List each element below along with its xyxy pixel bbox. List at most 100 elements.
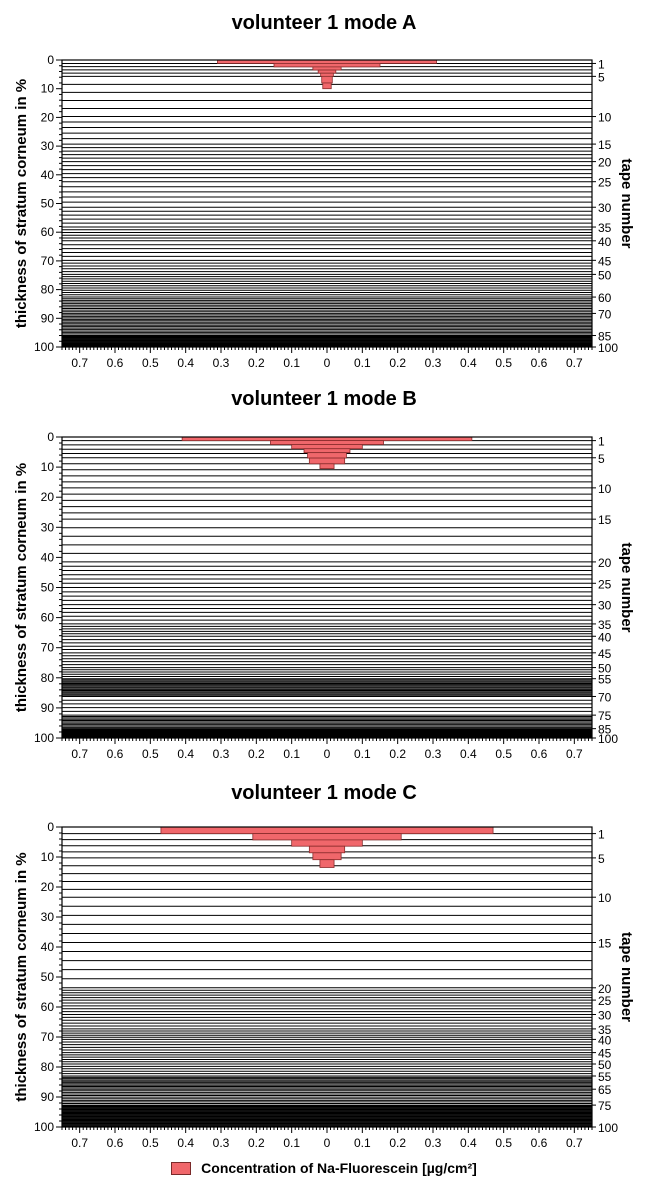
x-tick-label: 0.3 <box>425 747 442 761</box>
legend-swatch <box>171 1161 192 1175</box>
y-tick-label: 0 <box>47 53 54 67</box>
y-tick-label: 10 <box>41 460 55 474</box>
y-tick-label: 0 <box>47 430 54 444</box>
tape-tick-label: 75 <box>598 1099 612 1113</box>
tape-tick-label: 50 <box>598 662 612 676</box>
y-tick-label: 20 <box>41 490 55 504</box>
y-tick-label: 100 <box>34 731 54 745</box>
x-tick-label: 0.1 <box>354 356 371 370</box>
chart-b: 0102030405060708090100151015202530354045… <box>13 430 635 761</box>
tape-tick-label: 45 <box>598 254 612 268</box>
y-axis-label: thickness of stratum corneum in % <box>13 463 30 712</box>
x-tick-label: 0 <box>324 747 331 761</box>
y-tick-label: 0 <box>47 820 54 834</box>
tape-tick-label: 45 <box>598 647 612 661</box>
bar <box>308 845 346 854</box>
tape-tick-label: 100 <box>598 341 618 355</box>
bar <box>252 833 402 841</box>
tape-tick-label: 70 <box>598 307 612 321</box>
y-tick-label: 90 <box>41 1090 55 1104</box>
x-tick-label: 0.3 <box>213 1136 230 1150</box>
x-tick-label: 0.5 <box>142 747 159 761</box>
y-tick-label: 70 <box>41 254 55 268</box>
chart-title: volunteer 1 mode B <box>231 388 417 410</box>
x-tick-label: 0.4 <box>460 747 477 761</box>
x-tick-label: 0.5 <box>142 1136 159 1150</box>
x-tick-label: 0.1 <box>354 747 371 761</box>
x-tick-label: 0.6 <box>531 1136 548 1150</box>
chart-a: 0102030405060708090100151015202530354045… <box>13 53 635 370</box>
x-tick-label: 0.2 <box>389 356 406 370</box>
y-tick-label: 40 <box>41 940 55 954</box>
y-tick-label: 30 <box>41 910 55 924</box>
chart-panel-c: volunteer 1 mode C 0 10 20 30 40 50 60 70 80 90 10… <box>13 782 635 1150</box>
tape-tick-label: 5 <box>598 852 605 866</box>
x-tick-label: 0.3 <box>213 747 230 761</box>
x-tick-label: 0.2 <box>248 747 265 761</box>
tape-tick-label: 35 <box>598 618 612 632</box>
y-tick-label: 100 <box>34 1120 54 1134</box>
x-tick-label: 0.2 <box>389 747 406 761</box>
y-tick-label: 90 <box>41 311 55 325</box>
y-axis-label: thickness of stratum corneum in % <box>13 852 30 1101</box>
x-tick-label: 0.3 <box>425 1136 442 1150</box>
tape-tick-label: 25 <box>598 577 612 591</box>
x-tick-label: 0.3 <box>425 356 442 370</box>
tape-tick-label: 40 <box>598 235 612 249</box>
tape-tick-label: 100 <box>598 732 618 746</box>
x-tick-label: 0.7 <box>566 356 583 370</box>
x-tick-label: 0.7 <box>71 747 88 761</box>
chart-c: 0102030405060708090100151015202530354045… <box>13 820 635 1150</box>
y-tick-label: 80 <box>41 1060 55 1074</box>
tape-tick-label: 25 <box>598 994 612 1008</box>
plot-frame <box>61 826 593 1128</box>
x-tick-label: 0.7 <box>71 1136 88 1150</box>
y2-axis-label: tape number <box>618 932 635 1022</box>
x-tick-label: 0.2 <box>248 356 265 370</box>
y-tick-label: 50 <box>41 197 55 211</box>
chart-title: volunteer 1 mode C <box>231 782 417 804</box>
x-tick-label: 0 <box>324 356 331 370</box>
bar <box>319 859 335 868</box>
y-tick-label: 60 <box>41 611 55 625</box>
y2-axis-label: tape number <box>618 158 635 248</box>
x-tick-label: 0.2 <box>248 1136 265 1150</box>
bar <box>322 82 332 90</box>
tape-tick-label: 5 <box>598 70 605 84</box>
x-tick-label: 0.6 <box>531 356 548 370</box>
tape-tick-label: 15 <box>598 937 612 951</box>
tape-tick-label: 75 <box>598 709 612 723</box>
y-tick-label: 50 <box>41 970 55 984</box>
tape-tick-label: 85 <box>598 330 612 344</box>
y-tick-label: 20 <box>41 110 55 124</box>
tape-tick-label: 70 <box>598 690 612 704</box>
x-tick-label: 0.6 <box>107 1136 124 1150</box>
tape-tick-label: 10 <box>598 891 612 905</box>
tape-tick-label: 25 <box>598 176 612 190</box>
legend-label: Concentration of Na-Fluorescein [µg/cm²] <box>201 1160 477 1176</box>
y-tick-label: 100 <box>34 340 54 354</box>
bar <box>160 826 494 834</box>
y-tick-label: 50 <box>41 581 55 595</box>
y-axis-label: thickness of stratum corneum in % <box>13 79 30 328</box>
tape-tick-label: 35 <box>598 1023 612 1037</box>
y-tick-label: 70 <box>41 1030 55 1044</box>
x-tick-label: 0.2 <box>389 1136 406 1150</box>
tape-tick-label: 65 <box>598 1083 612 1097</box>
tape-tick-label: 15 <box>598 513 612 527</box>
x-tick-label: 0.3 <box>213 356 230 370</box>
tape-tick-label: 20 <box>598 156 612 170</box>
x-tick-label: 0.5 <box>495 747 512 761</box>
x-tick-label: 0.4 <box>177 747 194 761</box>
y-tick-label: 90 <box>41 701 55 715</box>
y-tick-label: 40 <box>41 168 55 182</box>
x-tick-label: 0.5 <box>495 1136 512 1150</box>
bar <box>291 839 363 847</box>
tape-tick-label: 55 <box>598 673 612 687</box>
y-tick-label: 40 <box>41 550 55 564</box>
x-tick-label: 0.1 <box>354 1136 371 1150</box>
tape-tick-label: 20 <box>598 982 612 996</box>
tape-tick-label: 85 <box>598 723 612 737</box>
x-tick-label: 0.6 <box>107 356 124 370</box>
x-tick-label: 0.1 <box>283 747 300 761</box>
